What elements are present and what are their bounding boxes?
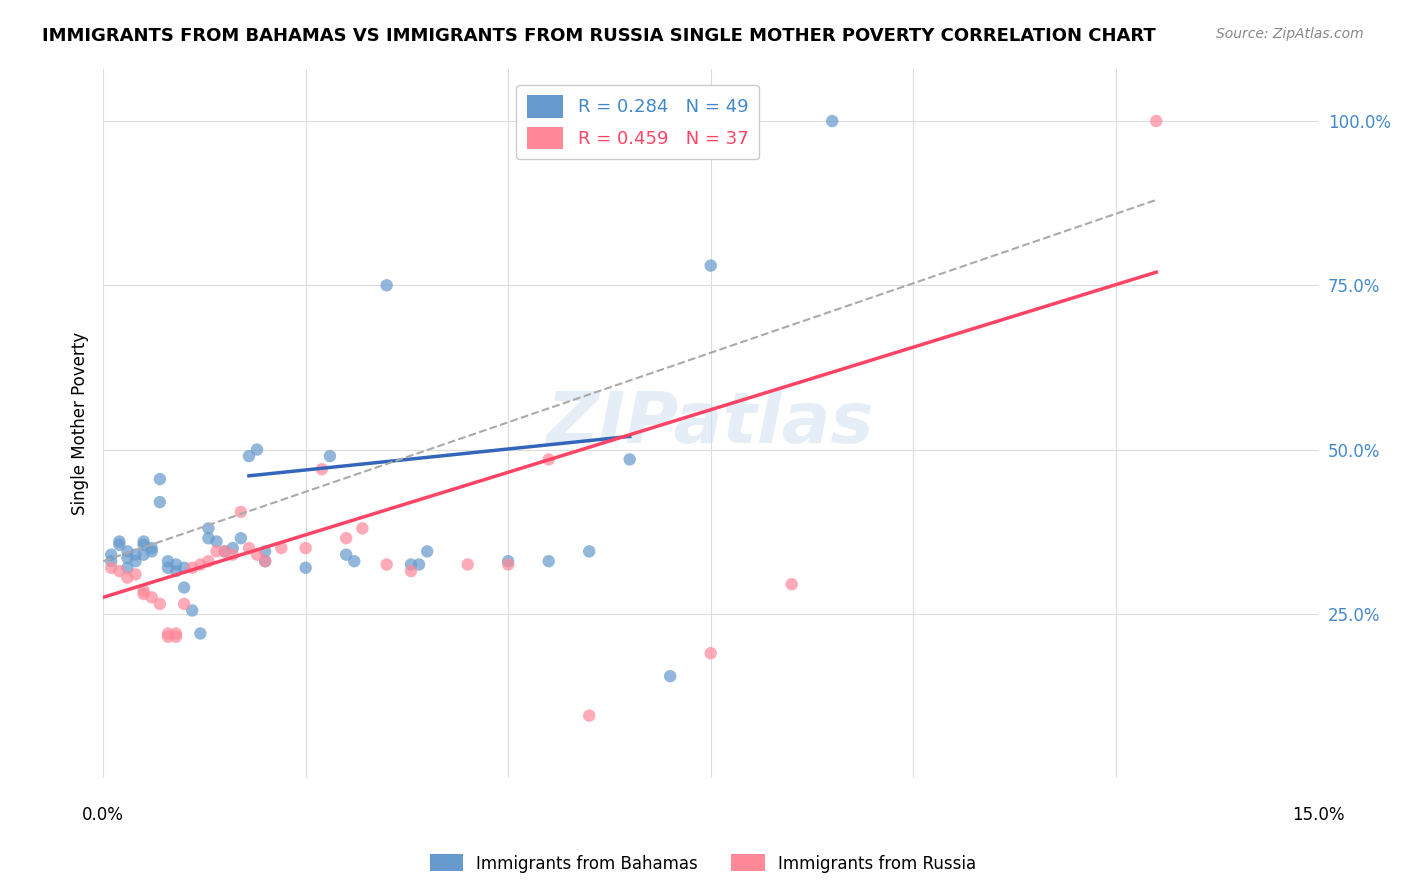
Point: [173, 597, 195, 611]
Point: [149, 597, 172, 611]
Point: [780, 577, 803, 591]
Point: [319, 449, 342, 463]
Point: [254, 544, 277, 558]
Text: 0.0%: 0.0%: [82, 806, 124, 824]
Point: [222, 548, 245, 562]
Text: Source: ZipAtlas.com: Source: ZipAtlas.com: [1216, 27, 1364, 41]
Point: [117, 561, 139, 575]
Point: [246, 548, 269, 562]
Point: [141, 541, 163, 555]
Point: [222, 541, 245, 555]
Point: [132, 548, 155, 562]
Point: [408, 558, 430, 572]
Point: [132, 583, 155, 598]
Point: [214, 544, 236, 558]
Point: [229, 531, 252, 545]
Point: [578, 544, 600, 558]
Point: [254, 554, 277, 568]
Point: [197, 521, 219, 535]
Point: [229, 505, 252, 519]
Point: [100, 548, 122, 562]
Point: [537, 452, 560, 467]
Point: [165, 564, 187, 578]
Legend: Immigrants from Bahamas, Immigrants from Russia: Immigrants from Bahamas, Immigrants from…: [423, 847, 983, 880]
Point: [416, 544, 439, 558]
Point: [156, 626, 179, 640]
Point: [254, 554, 277, 568]
Point: [537, 554, 560, 568]
Point: [117, 544, 139, 558]
Point: [124, 548, 146, 562]
Point: [1144, 114, 1167, 128]
Point: [165, 626, 187, 640]
Point: [214, 544, 236, 558]
Point: [173, 561, 195, 575]
Point: [619, 452, 641, 467]
Point: [246, 442, 269, 457]
Point: [294, 541, 316, 555]
Text: 15.0%: 15.0%: [1292, 806, 1344, 824]
Point: [188, 626, 211, 640]
Point: [165, 558, 187, 572]
Point: [578, 708, 600, 723]
Point: [108, 538, 131, 552]
Point: [141, 591, 163, 605]
Point: [124, 554, 146, 568]
Point: [270, 541, 292, 555]
Point: [821, 114, 844, 128]
Point: [335, 531, 357, 545]
Point: [132, 587, 155, 601]
Point: [181, 603, 204, 617]
Point: [238, 449, 260, 463]
Point: [108, 534, 131, 549]
Point: [205, 534, 228, 549]
Point: [496, 558, 519, 572]
Point: [311, 462, 333, 476]
Point: [124, 567, 146, 582]
Point: [294, 561, 316, 575]
Point: [132, 534, 155, 549]
Point: [108, 564, 131, 578]
Point: [181, 561, 204, 575]
Point: [197, 531, 219, 545]
Point: [100, 554, 122, 568]
Point: [149, 495, 172, 509]
Point: [343, 554, 366, 568]
Point: [188, 558, 211, 572]
Point: [165, 630, 187, 644]
Point: [156, 554, 179, 568]
Point: [117, 550, 139, 565]
Point: [399, 564, 422, 578]
Point: [132, 538, 155, 552]
Point: [197, 554, 219, 568]
Text: IMMIGRANTS FROM BAHAMAS VS IMMIGRANTS FROM RUSSIA SINGLE MOTHER POVERTY CORRELAT: IMMIGRANTS FROM BAHAMAS VS IMMIGRANTS FR…: [42, 27, 1156, 45]
Text: ZIPatlas: ZIPatlas: [547, 389, 875, 458]
Point: [100, 561, 122, 575]
Point: [156, 561, 179, 575]
Point: [659, 669, 682, 683]
Point: [375, 278, 398, 293]
Y-axis label: Single Mother Poverty: Single Mother Poverty: [72, 332, 89, 515]
Point: [399, 558, 422, 572]
Point: [238, 541, 260, 555]
Point: [335, 548, 357, 562]
Point: [496, 554, 519, 568]
Point: [173, 581, 195, 595]
Point: [699, 646, 721, 660]
Point: [156, 630, 179, 644]
Point: [375, 558, 398, 572]
Point: [141, 544, 163, 558]
Point: [205, 544, 228, 558]
Point: [457, 558, 479, 572]
Point: [352, 521, 374, 535]
Legend: R = 0.284   N = 49, R = 0.459   N = 37: R = 0.284 N = 49, R = 0.459 N = 37: [516, 85, 759, 160]
Point: [699, 259, 721, 273]
Point: [117, 571, 139, 585]
Point: [149, 472, 172, 486]
